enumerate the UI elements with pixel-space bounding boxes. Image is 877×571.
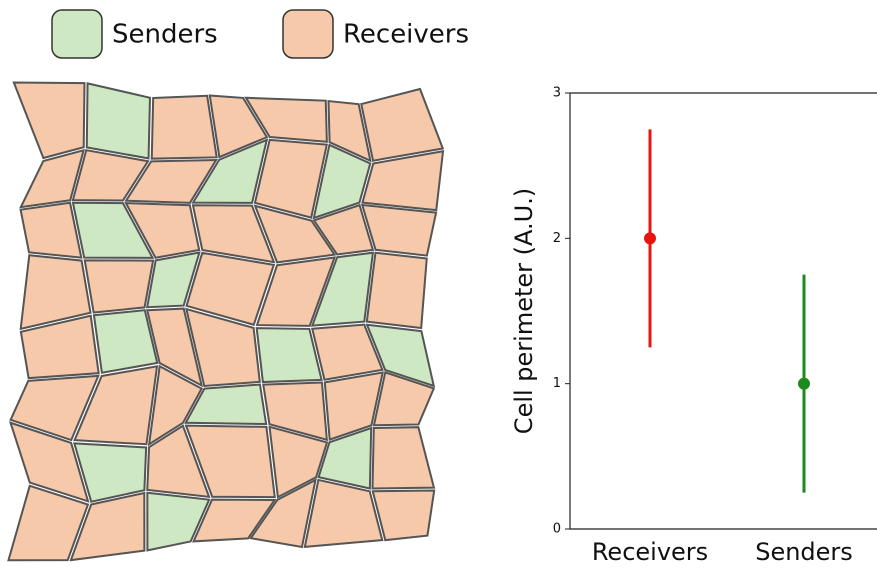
cell [365,251,428,330]
cell [19,254,92,331]
cell [19,314,100,380]
cell [327,99,372,163]
cell [146,424,211,499]
cell [124,202,201,259]
cell [244,96,328,143]
cell [361,150,445,212]
cell [371,426,436,490]
y-tick-label: 3 [553,86,561,101]
mean-point [644,232,656,245]
cell [69,491,146,562]
cell [192,498,277,543]
cell [253,138,329,219]
cell [145,307,204,388]
cell [124,158,218,204]
cell [147,364,203,447]
cell [303,478,384,548]
cell [310,251,375,327]
cell [311,323,384,381]
cell [185,307,261,387]
y-axis-label: Cell perimeter (A.U.) [510,188,538,434]
cell [191,138,269,204]
cell [360,87,445,162]
cell [208,94,269,159]
cell [146,491,211,552]
cell [150,94,218,160]
cell [255,327,323,384]
cell [249,478,317,549]
cell [145,251,201,309]
legend-label: Receivers [343,20,469,50]
cell [312,143,372,220]
y-tick-label: 1 [553,376,561,391]
x-tick-label: Senders [755,538,853,566]
cell [360,203,438,257]
cell [8,421,90,503]
cell [253,204,337,264]
cell [73,365,159,446]
cell [71,201,155,259]
cell [317,426,373,490]
cell [71,149,150,202]
cell [92,309,159,374]
cell [184,383,268,426]
mean-point [798,377,810,390]
cell [7,484,90,562]
cell [268,425,329,499]
cell [19,148,86,209]
cell [85,82,151,160]
cell [323,371,384,441]
cell [255,256,337,327]
cell [262,381,328,442]
cell [83,259,155,314]
tissue-diagram [7,81,445,562]
cell [312,203,375,256]
cell [9,374,100,442]
x-tick-label: Receivers [592,538,708,566]
cell [365,323,436,388]
cell [184,424,276,499]
cell [12,81,86,160]
cell [372,371,436,427]
cell [72,442,148,503]
legend-swatch [282,9,334,59]
legend-swatch [51,9,103,59]
cell [191,204,276,264]
cell [185,251,276,326]
y-tick-label: 2 [553,231,561,246]
y-tick-label: 0 [553,522,561,537]
cell [19,201,83,259]
cell [371,489,436,542]
legend-label: Senders [112,20,218,50]
